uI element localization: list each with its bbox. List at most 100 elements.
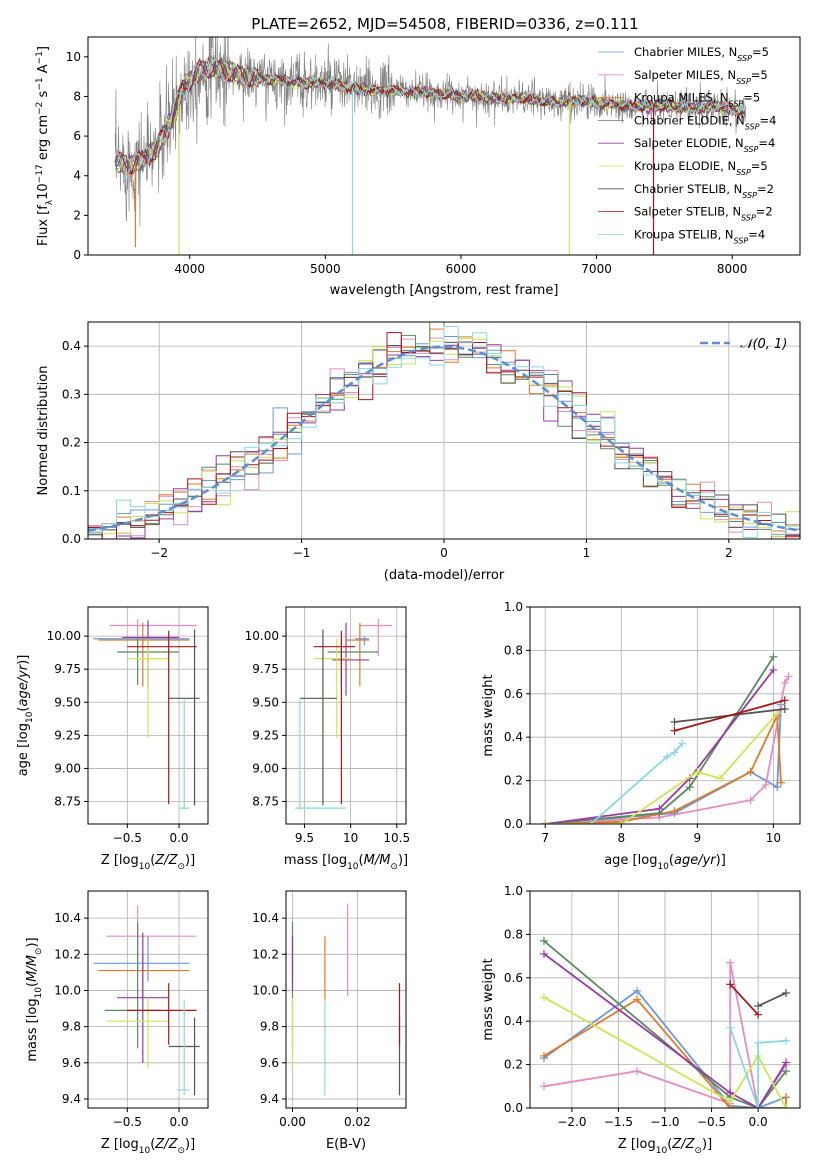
y-tick-label: 4 [73,169,81,183]
marker-salpeter_miles [633,1067,642,1076]
axes-frame [87,606,209,825]
series-kroupa_miles [545,715,782,824]
normal-curve [88,345,800,532]
model-kroupa_stelib [114,58,746,180]
marker-salpeter_elodie [726,1088,735,1097]
x-tick-label: 4000 [174,262,205,276]
plot-area [295,618,393,810]
y-tick-label: 9.75 [252,662,279,676]
marker-chabrier_miles [633,986,642,995]
x-tick-label: −0.5 [113,1115,142,1129]
marker-kroupa_stelib [754,1104,763,1108]
x-tick-label: 8000 [717,262,748,276]
x-tick-label: 2 [725,546,733,560]
y-tick-label: 9.6 [62,1056,81,1070]
marker-kroupa_elodie [716,774,725,783]
x-axis-label: Z [log10(Z/Z⊙)] [101,1137,195,1156]
marker-salpeter_elodie [539,949,548,958]
plot-area [93,618,200,810]
y-axis-label: mass [log10(M/M⊙)] [25,937,44,1061]
plot-area [88,322,800,539]
y-tick-label: 0.2 [62,436,81,450]
y-tick-label: 2 [73,208,81,222]
x-tick-label: 0.0 [169,831,188,845]
y-tick-label: 10 [66,50,81,64]
marker-salpeter_miles [746,796,755,805]
marker-kroupa_elodie [726,1097,735,1106]
x-tick-label: −0.5 [697,1115,726,1129]
plot-area [539,936,791,1108]
panel-age_vs_mass: 9.5 10 10.5 8.75 9.00 9.25 9.50 9.75 10.00 mass [… [245,606,410,872]
panel-spectrum: 4000 5000 6000 7000 8000 0 2 4 6 8 10 wavelength [A… [35,36,801,298]
y-tick-label: 9.75 [54,662,81,676]
marker-chabrier_miles [773,783,782,792]
marker-kroupa_miles [746,767,755,776]
y-tick-label: 0.0 [62,532,81,546]
y-tick-label: 8.75 [54,795,81,809]
x-tick-label: −0.5 [113,831,142,845]
axes-frame [87,890,209,1109]
marker-kroupa_stelib [678,739,687,748]
y-tick-label: 0.4 [504,1014,523,1028]
legend-entry: 𝒩(0, 1) [740,337,787,352]
x-tick-label: 7000 [581,262,612,276]
marker-chabrier_elodie [769,652,778,661]
x-axis-label: mass [log10(M/M⊙)] [284,853,408,872]
x-tick-label: 0 [440,546,448,560]
x-tick-label: −1.5 [604,1115,633,1129]
y-tick-label: 10.4 [54,911,81,925]
plot-area [541,652,793,824]
x-tick-label: −1 [293,546,311,560]
x-tick-label: 8 [617,831,625,845]
y-tick-label: 0.6 [504,971,523,985]
axes-frame [285,606,407,825]
x-tick-label: 10 [766,831,781,845]
y-tick-label: 9.25 [252,728,279,742]
plot-area [114,37,747,255]
x-tick-label: 0.0 [749,1115,768,1129]
y-axis-label: Normed distribution [36,366,51,496]
marker-chabrier_stelib [782,988,791,997]
y-tick-label: 0.8 [504,927,523,941]
y-tick-label: 9.4 [62,1092,81,1106]
series-kroupa_stelib [729,1027,787,1108]
y-tick-label: 10.0 [54,983,81,997]
marker-salpeter_stelib [726,980,735,989]
marker-kroupa_miles [782,1093,791,1102]
y-axis-label: Flux [fλ10−17 erg cm−2 s−1 A−1] [35,46,55,246]
x-axis-label: Z [log10(Z/Z⊙)] [618,1137,712,1156]
x-tick-label: 1 [583,546,591,560]
legend-entry: Chabrier STELIB, NSSP=2 [634,182,774,200]
y-tick-label: 8.75 [252,795,279,809]
y-tick-label: 9.25 [54,728,81,742]
axes-frame [87,36,801,256]
y-tick-label: 8 [73,89,81,103]
marker-chabrier_elodie [782,1067,791,1076]
marker-salpeter_elodie [769,665,778,674]
series-salpeter_elodie [543,953,787,1108]
series-kroupa_elodie [543,996,787,1108]
histogram-kroupa_stelib [88,326,800,538]
y-tick-label: 9.4 [260,1092,279,1106]
marker-salpeter_miles [784,672,793,681]
y-tick-label: 0.3 [62,387,81,401]
marker-chabrier_elodie [685,783,694,792]
legend-entry: Salpeter ELODIE, NSSP=4 [634,136,775,154]
x-axis-label: age [log10(age/yr)] [604,853,726,872]
y-tick-label: 9.6 [260,1056,279,1070]
y-tick-label: 1.0 [504,600,523,614]
x-axis-label: Z [log10(Z/Z⊙)] [101,853,195,872]
series-chabrier_elodie [545,656,775,824]
x-tick-label: 10 [343,831,358,845]
panel-mass_vs_Z: −0.5 0.0 9.4 9.6 9.8 10.0 10.2 10.4 Z [log10(Z/Z… [25,890,209,1156]
legend-entry: Kroupa MILES, NSSP=5 [634,91,760,109]
marker-salpeter_miles [761,780,770,789]
panel-weight_vs_Z: −2.0 −1.5 −1.0 −0.5 0.0 0.0 0.2 0.4 0.6 0.8 1.0 Z [… [481,884,801,1156]
series-salpeter_elodie [545,669,775,824]
series-chabrier_elodie [543,940,787,1108]
y-axis-label: mass weight [481,674,496,756]
y-tick-label: 0.0 [504,1101,523,1115]
legend-entry: Salpeter MILES, NSSP=5 [634,68,768,86]
marker-kroupa_elodie [617,820,626,824]
